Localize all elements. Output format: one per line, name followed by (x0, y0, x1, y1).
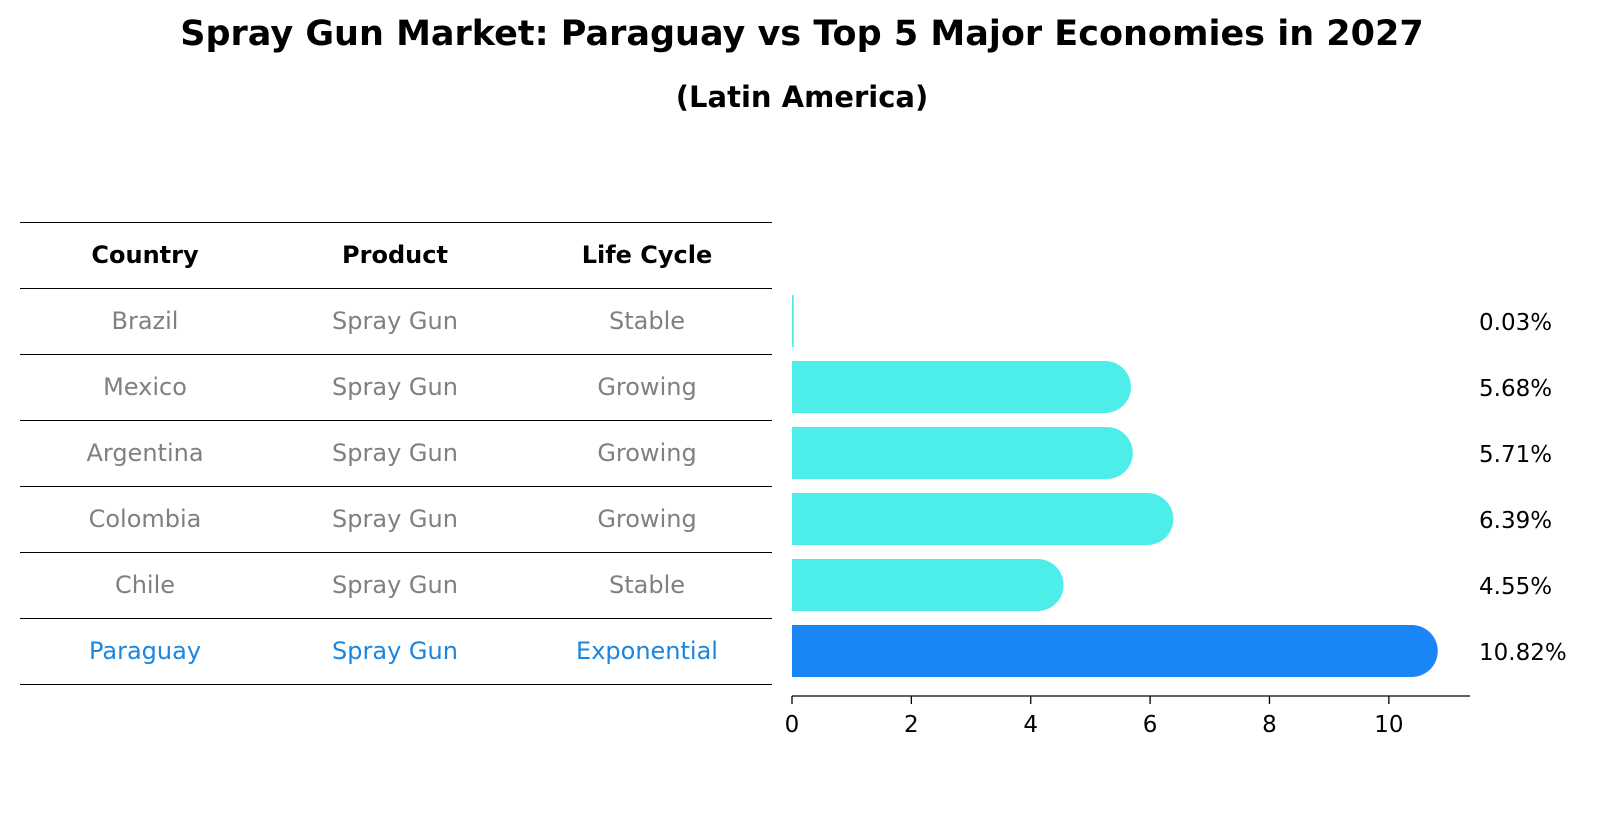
table-rule (20, 420, 772, 421)
cell-product: Spray Gun (332, 637, 458, 665)
chart-title: Spray Gun Market: Paraguay vs Top 5 Majo… (180, 14, 1424, 54)
table-row: Argentina Spray Gun Growing (20, 420, 772, 486)
x-tick-label: 10 (1374, 712, 1403, 738)
cell-country: Mexico (103, 373, 187, 401)
cell-life-cycle: Stable (608, 571, 686, 599)
cell-country: Argentina (86, 439, 204, 467)
bar-paraguay (792, 625, 1438, 677)
x-tick-label: 2 (904, 712, 919, 738)
x-tick-label: 6 (1143, 712, 1158, 738)
table-rule (20, 552, 772, 553)
cell-life-cycle: Exponential (576, 637, 718, 665)
header-product: Product (342, 241, 448, 269)
bar-brazil (792, 295, 794, 347)
header-life-cycle: Life Cycle (581, 241, 713, 269)
value-label: 10.82% (1479, 640, 1567, 666)
cell-country: Paraguay (88, 637, 202, 665)
table-rule (20, 222, 772, 223)
table-rule (20, 354, 772, 355)
value-label: 4.55% (1479, 574, 1552, 600)
table-row: Brazil Spray Gun Stable (20, 288, 772, 354)
cell-life-cycle: Growing (597, 373, 697, 401)
cell-product: Spray Gun (332, 307, 458, 335)
cell-country: Chile (114, 571, 176, 599)
value-label: 5.71% (1479, 442, 1552, 468)
x-tick-label: 8 (1262, 712, 1277, 738)
table-rule (20, 684, 772, 685)
cell-country: Colombia (88, 505, 202, 533)
table-header-row: Country Product Life Cycle (20, 222, 772, 288)
value-label: 6.39% (1479, 508, 1552, 534)
x-tick-label: 4 (1023, 712, 1038, 738)
table-row: Chile Spray Gun Stable (20, 552, 772, 618)
cell-life-cycle: Stable (608, 307, 686, 335)
cell-life-cycle: Growing (597, 505, 697, 533)
cell-country: Brazil (111, 307, 179, 335)
bar-argentina (792, 427, 1133, 479)
value-label: 5.68% (1479, 376, 1552, 402)
cell-product: Spray Gun (332, 439, 458, 467)
cell-life-cycle: Growing (597, 439, 697, 467)
table-rule (20, 288, 772, 289)
table-row: Mexico Spray Gun Growing (20, 354, 772, 420)
table-rule (20, 486, 772, 487)
table-rule (20, 618, 772, 619)
bar-mexico (792, 361, 1131, 413)
value-label: 0.03% (1479, 310, 1552, 336)
cell-product: Spray Gun (332, 571, 458, 599)
cell-product: Spray Gun (332, 373, 458, 401)
table-row-highlight: Paraguay Spray Gun Exponential (20, 618, 772, 684)
chart-subtitle: (Latin America) (675, 80, 929, 114)
bar-colombia (792, 493, 1174, 545)
cell-product: Spray Gun (332, 505, 458, 533)
table-row: Colombia Spray Gun Growing (20, 486, 772, 552)
x-tick-label: 0 (785, 712, 800, 738)
bar-chile (792, 559, 1064, 611)
header-country: Country (91, 241, 199, 269)
